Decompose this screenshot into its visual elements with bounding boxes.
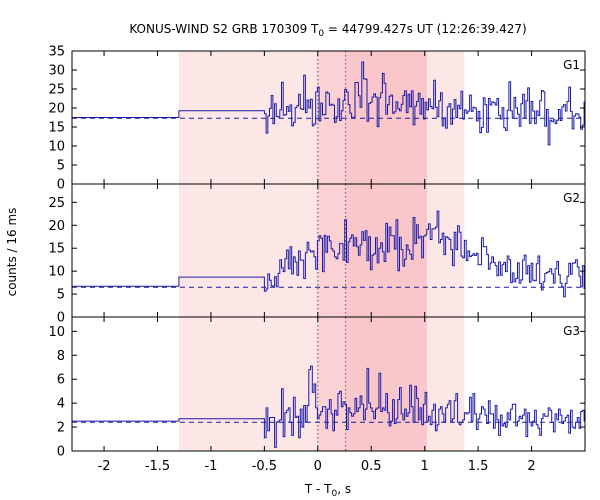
y-tick-label: 20: [48, 219, 65, 234]
y-tick-label: 5: [57, 159, 65, 174]
y-tick-label: 10: [48, 325, 65, 340]
x-tick-label: 1.5: [468, 459, 489, 474]
x-tick-label: -1.5: [145, 459, 170, 474]
x-tick-label: 1: [421, 459, 429, 474]
x-tick-label: -2: [98, 459, 111, 474]
panel-g2: 0 5 10 15 20 25 G2: [48, 183, 586, 326]
panel-g3: 0 2 4 6 8 10 G3: [48, 316, 586, 460]
y-tick-label: 6: [57, 373, 65, 388]
x-tick-label: -1: [204, 459, 217, 474]
x-axis-label: T - T0, s: [304, 482, 351, 499]
chart-title: KONUS-WIND S2 GRB 170309 T0 = 44799.427s…: [129, 22, 526, 39]
x-tick-label: 2: [527, 459, 535, 474]
y-axis-label: counts / 16 ms: [5, 208, 19, 297]
y-tick-label: 30: [48, 64, 65, 79]
y-tick-label: 20: [48, 102, 65, 117]
y-tick-label: 0: [57, 445, 65, 460]
series-line-g1: [72, 61, 585, 146]
y-tick-label: 10: [48, 140, 65, 155]
x-tick-label: 0: [314, 459, 322, 474]
y-tick-label: 2: [57, 421, 65, 436]
series-line-g2: [72, 210, 585, 298]
y-tick-label: 15: [48, 121, 65, 136]
x-axis-label-subscript: 0: [332, 489, 338, 499]
y-tick-label: 0: [57, 311, 65, 326]
chart-title-subscript: 0: [318, 29, 324, 39]
y-tick-label: 25: [48, 196, 65, 211]
chart-title-main: KONUS-WIND S2 GRB 170309 T: [129, 22, 319, 36]
y-tick-label: 25: [48, 83, 65, 98]
x-axis-label-main: T - T: [304, 482, 332, 496]
y-tick-label: 8: [57, 349, 65, 364]
y-tick-label: 15: [48, 242, 65, 257]
y-tick-label: 10: [48, 265, 65, 280]
panel-label-g3: G3: [563, 324, 580, 338]
y-tick-label: 5: [57, 288, 65, 303]
y-tick-label: 4: [57, 397, 65, 412]
panel-label-g2: G2: [563, 191, 580, 205]
y-tick-label: 35: [48, 45, 65, 60]
shaded-region-3: [346, 317, 427, 451]
x-axis-label-rest: , s: [337, 482, 351, 496]
panel-label-g1: G1: [563, 58, 580, 72]
panel-g1: 0 5 10 15 20 25 30 35 G1: [48, 45, 586, 193]
series-line-g3: [72, 365, 585, 448]
x-tick-label: -0.5: [252, 459, 277, 474]
y-tick-label: 0: [57, 178, 65, 193]
x-tick-label: 0.5: [361, 459, 382, 474]
chart-title-rest: = 44799.427s UT (12:26:39.427): [324, 22, 527, 36]
panel-frame-g3: [71, 316, 586, 452]
